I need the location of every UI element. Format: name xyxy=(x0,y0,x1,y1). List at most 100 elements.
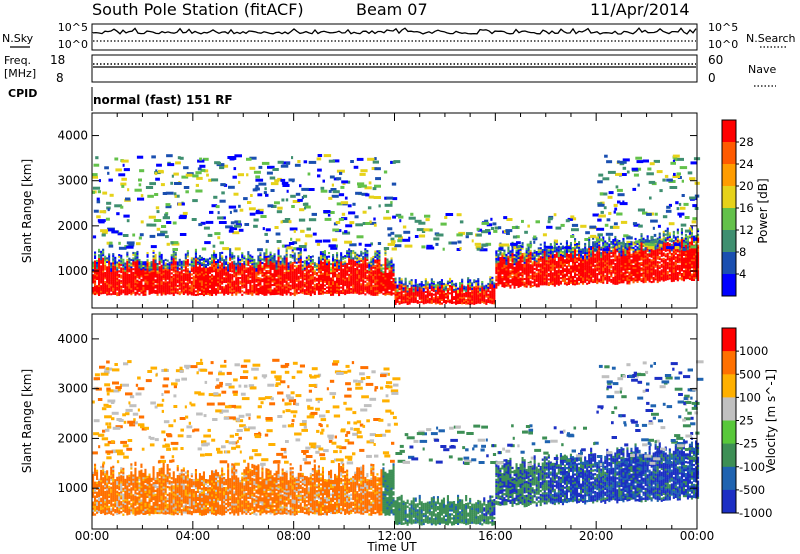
data-cell xyxy=(319,283,322,286)
data-cell xyxy=(237,260,240,263)
data-cell xyxy=(511,249,514,252)
data-cell xyxy=(243,280,246,283)
data-cell xyxy=(221,271,224,274)
data-cell xyxy=(563,253,566,256)
data-cell xyxy=(344,284,347,287)
data-cell xyxy=(243,271,246,274)
data-cell xyxy=(136,287,139,290)
data-cell xyxy=(380,284,383,287)
data-cell xyxy=(204,263,207,266)
data-cell xyxy=(154,275,157,278)
data-cell xyxy=(211,275,214,278)
data-cell xyxy=(364,273,367,276)
data-cell xyxy=(436,299,439,302)
data-cell xyxy=(584,244,587,247)
data-cell xyxy=(328,262,331,265)
data-cell xyxy=(277,251,280,254)
data-cell xyxy=(453,288,456,291)
data-cell xyxy=(370,293,373,296)
data-cell xyxy=(134,275,137,278)
data-cell xyxy=(394,284,397,287)
data-cell xyxy=(287,271,290,274)
data-cell xyxy=(497,271,500,274)
data-cell xyxy=(273,255,276,258)
data-cell xyxy=(380,282,383,285)
data-cell xyxy=(271,291,274,294)
data-cell xyxy=(529,249,532,252)
data-cell xyxy=(267,266,270,269)
data-cell xyxy=(513,284,516,287)
data-cell xyxy=(176,281,179,284)
data-cell xyxy=(150,277,153,280)
data-cell xyxy=(610,262,613,265)
data-cell xyxy=(543,274,546,277)
data-cell xyxy=(209,275,212,278)
data-cell xyxy=(259,277,262,280)
data-cell xyxy=(215,293,218,296)
data-cell xyxy=(146,284,149,287)
data-cell xyxy=(338,294,341,297)
data-cell xyxy=(410,284,413,287)
data-cell xyxy=(204,280,207,283)
data-cell xyxy=(495,277,498,280)
data-cell xyxy=(614,266,617,269)
data-cell xyxy=(442,292,445,295)
data-cell xyxy=(273,278,276,281)
data-cell xyxy=(594,255,597,258)
data-cell xyxy=(592,246,595,249)
data-cell xyxy=(612,255,615,258)
data-cell xyxy=(553,263,556,266)
data-cell xyxy=(340,282,343,285)
data-cell xyxy=(513,272,516,275)
data-cell xyxy=(273,289,276,292)
data-cell xyxy=(291,263,294,266)
data-cell xyxy=(283,264,286,267)
data-cell xyxy=(543,241,546,244)
data-cell xyxy=(289,286,292,289)
data-cell xyxy=(122,267,125,270)
data-cell xyxy=(132,253,135,256)
data-cell xyxy=(487,293,490,296)
data-cell xyxy=(110,280,113,283)
data-cell xyxy=(370,273,373,276)
data-cell xyxy=(473,299,476,302)
data-cell xyxy=(606,271,609,274)
data-cell xyxy=(225,279,228,282)
data-cell xyxy=(172,274,175,277)
data-cell xyxy=(592,241,595,244)
data-cell xyxy=(509,275,512,278)
data-cell xyxy=(190,291,193,294)
data-cell xyxy=(392,265,395,268)
data-cell xyxy=(346,279,349,282)
data-cell xyxy=(501,252,504,255)
data-cell xyxy=(160,284,163,287)
data-cell xyxy=(328,252,331,255)
data-cell xyxy=(132,257,135,260)
data-cell xyxy=(495,284,498,287)
data-cell xyxy=(453,301,456,304)
data-cell xyxy=(285,289,288,292)
data-cell xyxy=(305,263,308,266)
data-cell xyxy=(594,246,597,249)
data-cell xyxy=(614,281,617,284)
data-cell xyxy=(134,268,137,271)
data-cell xyxy=(527,247,530,250)
data-cell xyxy=(487,288,490,291)
data-cell xyxy=(396,284,399,287)
data-cell xyxy=(503,276,506,279)
data-cell xyxy=(231,293,234,296)
data-cell xyxy=(539,267,542,270)
data-cell xyxy=(249,261,252,264)
data-cell xyxy=(574,245,577,248)
data-cell xyxy=(628,262,631,265)
data-cell xyxy=(360,268,363,271)
data-cell xyxy=(307,291,310,294)
data-cell xyxy=(249,274,252,277)
data-cell xyxy=(451,300,454,303)
data-cell xyxy=(602,278,605,281)
data-cell xyxy=(600,253,603,256)
data-cell xyxy=(307,283,310,286)
data-cell xyxy=(388,262,391,265)
data-cell xyxy=(98,286,101,289)
data-cell xyxy=(330,270,333,273)
